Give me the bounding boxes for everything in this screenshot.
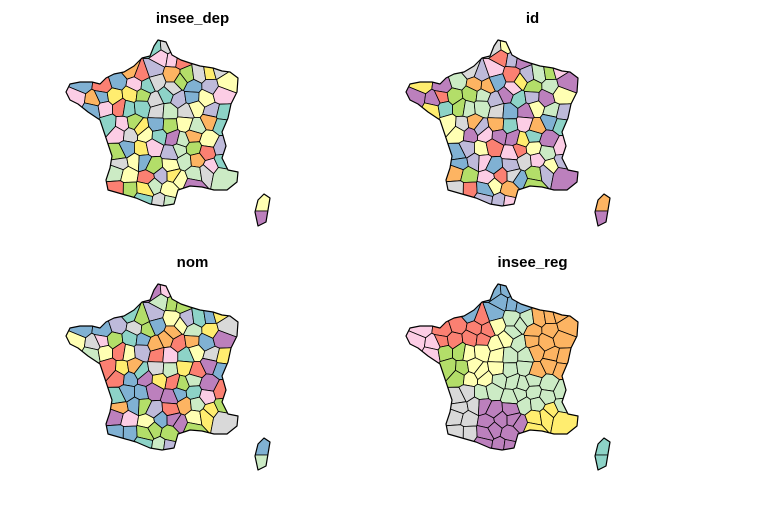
department bbox=[406, 386, 467, 406]
department bbox=[210, 167, 238, 206]
department bbox=[91, 288, 113, 337]
department bbox=[550, 167, 578, 206]
department bbox=[595, 194, 610, 212]
panel-title: insee_reg bbox=[497, 254, 568, 271]
mainland-departments bbox=[406, 40, 578, 206]
department bbox=[255, 454, 270, 470]
department bbox=[66, 386, 127, 406]
department bbox=[255, 194, 270, 212]
department bbox=[595, 210, 610, 226]
department bbox=[66, 102, 101, 162]
mainland-departments bbox=[66, 284, 238, 450]
map-panel-nom: nom bbox=[0, 244, 385, 508]
france-outline bbox=[405, 39, 579, 207]
department bbox=[406, 346, 441, 406]
department bbox=[595, 454, 610, 470]
panel-title: insee_dep bbox=[155, 10, 230, 27]
france-departments-map bbox=[405, 39, 611, 227]
department bbox=[66, 142, 127, 162]
map-panel-insee-reg: insee_reg bbox=[340, 244, 725, 508]
department bbox=[553, 377, 578, 400]
france-outline bbox=[405, 283, 579, 451]
department bbox=[121, 436, 154, 450]
department bbox=[255, 438, 270, 456]
corsica-outline bbox=[594, 193, 611, 227]
department bbox=[212, 118, 238, 137]
department bbox=[213, 377, 238, 400]
panel-title: nom bbox=[176, 254, 209, 271]
department bbox=[91, 44, 113, 93]
department bbox=[550, 411, 578, 450]
department bbox=[93, 284, 142, 324]
department bbox=[255, 210, 270, 226]
department bbox=[66, 40, 98, 95]
mainland-departments bbox=[66, 40, 238, 206]
department bbox=[66, 180, 124, 206]
department bbox=[210, 411, 238, 450]
department bbox=[431, 288, 453, 337]
department bbox=[406, 78, 426, 162]
department bbox=[66, 78, 86, 162]
department bbox=[66, 346, 101, 406]
corsica-outline bbox=[254, 437, 271, 471]
department bbox=[66, 322, 86, 406]
france-outline bbox=[65, 39, 239, 207]
department bbox=[431, 44, 453, 93]
panel-title: id bbox=[525, 10, 540, 27]
department bbox=[406, 40, 438, 95]
france-departments-map bbox=[65, 39, 271, 227]
department bbox=[406, 322, 426, 406]
department bbox=[552, 362, 578, 381]
department bbox=[406, 424, 464, 450]
department bbox=[406, 284, 438, 339]
department bbox=[433, 284, 482, 324]
corsica-outline bbox=[594, 437, 611, 471]
department bbox=[406, 142, 467, 162]
department bbox=[461, 436, 494, 450]
department bbox=[66, 284, 98, 339]
department bbox=[461, 192, 494, 206]
department bbox=[406, 180, 464, 206]
department bbox=[553, 133, 578, 156]
department bbox=[212, 362, 238, 381]
map-panel-id: id bbox=[340, 0, 725, 264]
mainland-departments bbox=[406, 284, 578, 450]
department bbox=[213, 133, 238, 156]
department bbox=[552, 118, 578, 137]
france-departments-map bbox=[405, 283, 611, 471]
corsica-outline bbox=[254, 193, 271, 227]
map-panel-insee-dep: insee_dep bbox=[0, 0, 385, 264]
department bbox=[66, 424, 124, 450]
france-departments-map bbox=[65, 283, 271, 471]
department bbox=[406, 102, 441, 162]
department bbox=[93, 40, 142, 80]
department bbox=[433, 40, 482, 80]
department bbox=[595, 438, 610, 456]
france-outline bbox=[65, 283, 239, 451]
department bbox=[121, 192, 154, 206]
